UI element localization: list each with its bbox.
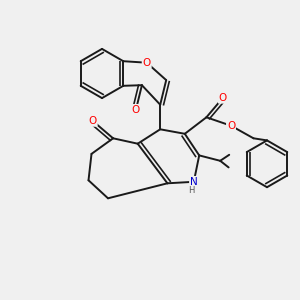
Text: O: O	[219, 93, 227, 103]
Text: O: O	[227, 121, 235, 131]
Text: O: O	[132, 105, 140, 115]
Text: O: O	[142, 58, 151, 68]
Text: N: N	[190, 177, 198, 187]
Text: O: O	[88, 116, 97, 126]
Text: H: H	[188, 186, 195, 195]
